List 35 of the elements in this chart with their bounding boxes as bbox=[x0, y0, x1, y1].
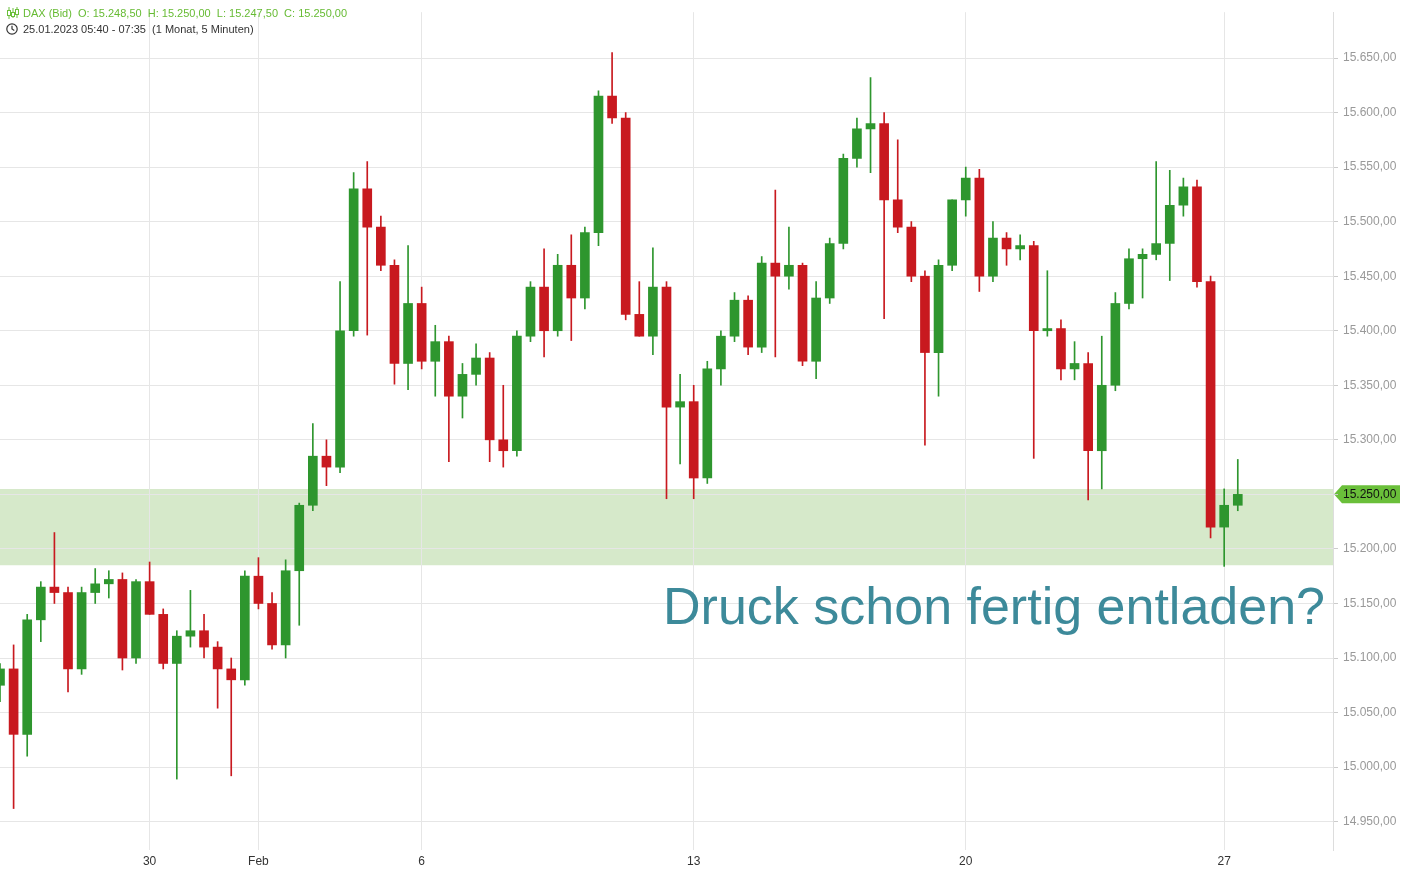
y-tick-label: 15.650,00 bbox=[1343, 50, 1397, 65]
candlestick bbox=[1015, 234, 1025, 261]
x-tick-label: Feb bbox=[248, 853, 270, 868]
candlestick bbox=[172, 630, 182, 780]
x-tick-label: 20 bbox=[959, 853, 973, 868]
y-tick-label: 15.450,00 bbox=[1343, 268, 1397, 283]
y-tick-label: 15.500,00 bbox=[1343, 213, 1397, 228]
x-tick-label: 27 bbox=[1217, 853, 1232, 868]
annotation: Druck schon fertig entladen? bbox=[663, 577, 1325, 635]
candlestick bbox=[226, 657, 237, 777]
y-tick-label: 15.600,00 bbox=[1343, 104, 1397, 119]
y-tick-label: 15.400,00 bbox=[1343, 323, 1397, 338]
y-tick-label: 15.550,00 bbox=[1343, 159, 1397, 174]
candlestick bbox=[784, 226, 794, 290]
chart-title: DAX (Bid) O: 15.248,50 H: 15.250,00 L: 15.247,50 C: 15.250,00 bbox=[23, 6, 348, 20]
y-tick-label: 15.000,00 bbox=[1343, 759, 1397, 774]
y-tick-label: 15.200,00 bbox=[1343, 541, 1397, 556]
candlestick bbox=[103, 570, 114, 599]
candlestick bbox=[770, 189, 781, 358]
y-tick-label: 15.300,00 bbox=[1343, 432, 1397, 447]
candlestick bbox=[1232, 459, 1243, 512]
candlestick bbox=[498, 384, 509, 468]
text: 25.01.2023 05:40 - 07:35 (1 Monat, 5 Minuten) bbox=[23, 22, 254, 36]
candlestick bbox=[362, 161, 373, 336]
candlestick bbox=[1151, 161, 1161, 261]
y-tick-label: 15.100,00 bbox=[1343, 650, 1397, 665]
x-tick-label: 6 bbox=[418, 853, 426, 868]
x-tick-label: 13 bbox=[687, 853, 701, 868]
y-tick-label: 15.150,00 bbox=[1343, 595, 1397, 610]
y-tick-label: 14.950,00 bbox=[1343, 813, 1397, 828]
y-tick-label: 15.350,00 bbox=[1343, 377, 1397, 392]
y-tick-label: 15.050,00 bbox=[1343, 704, 1397, 719]
candlestick bbox=[675, 374, 685, 465]
y-tick-label: 15.250,00 bbox=[1343, 486, 1397, 501]
x-tick-label: 30 bbox=[142, 853, 157, 868]
